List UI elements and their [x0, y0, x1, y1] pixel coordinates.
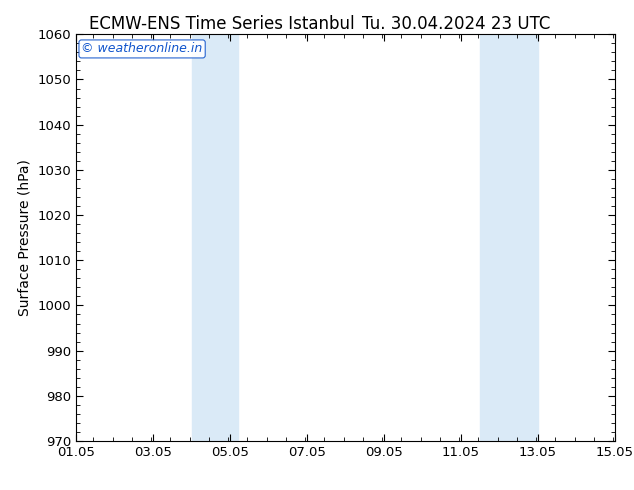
Text: Tu. 30.04.2024 23 UTC: Tu. 30.04.2024 23 UTC [362, 15, 551, 33]
Text: © weatheronline.in: © weatheronline.in [81, 43, 203, 55]
Y-axis label: Surface Pressure (hPa): Surface Pressure (hPa) [18, 159, 32, 316]
Text: ECMW-ENS Time Series Istanbul: ECMW-ENS Time Series Istanbul [89, 15, 354, 33]
Bar [191, 34, 238, 441]
Bar [481, 34, 538, 441]
